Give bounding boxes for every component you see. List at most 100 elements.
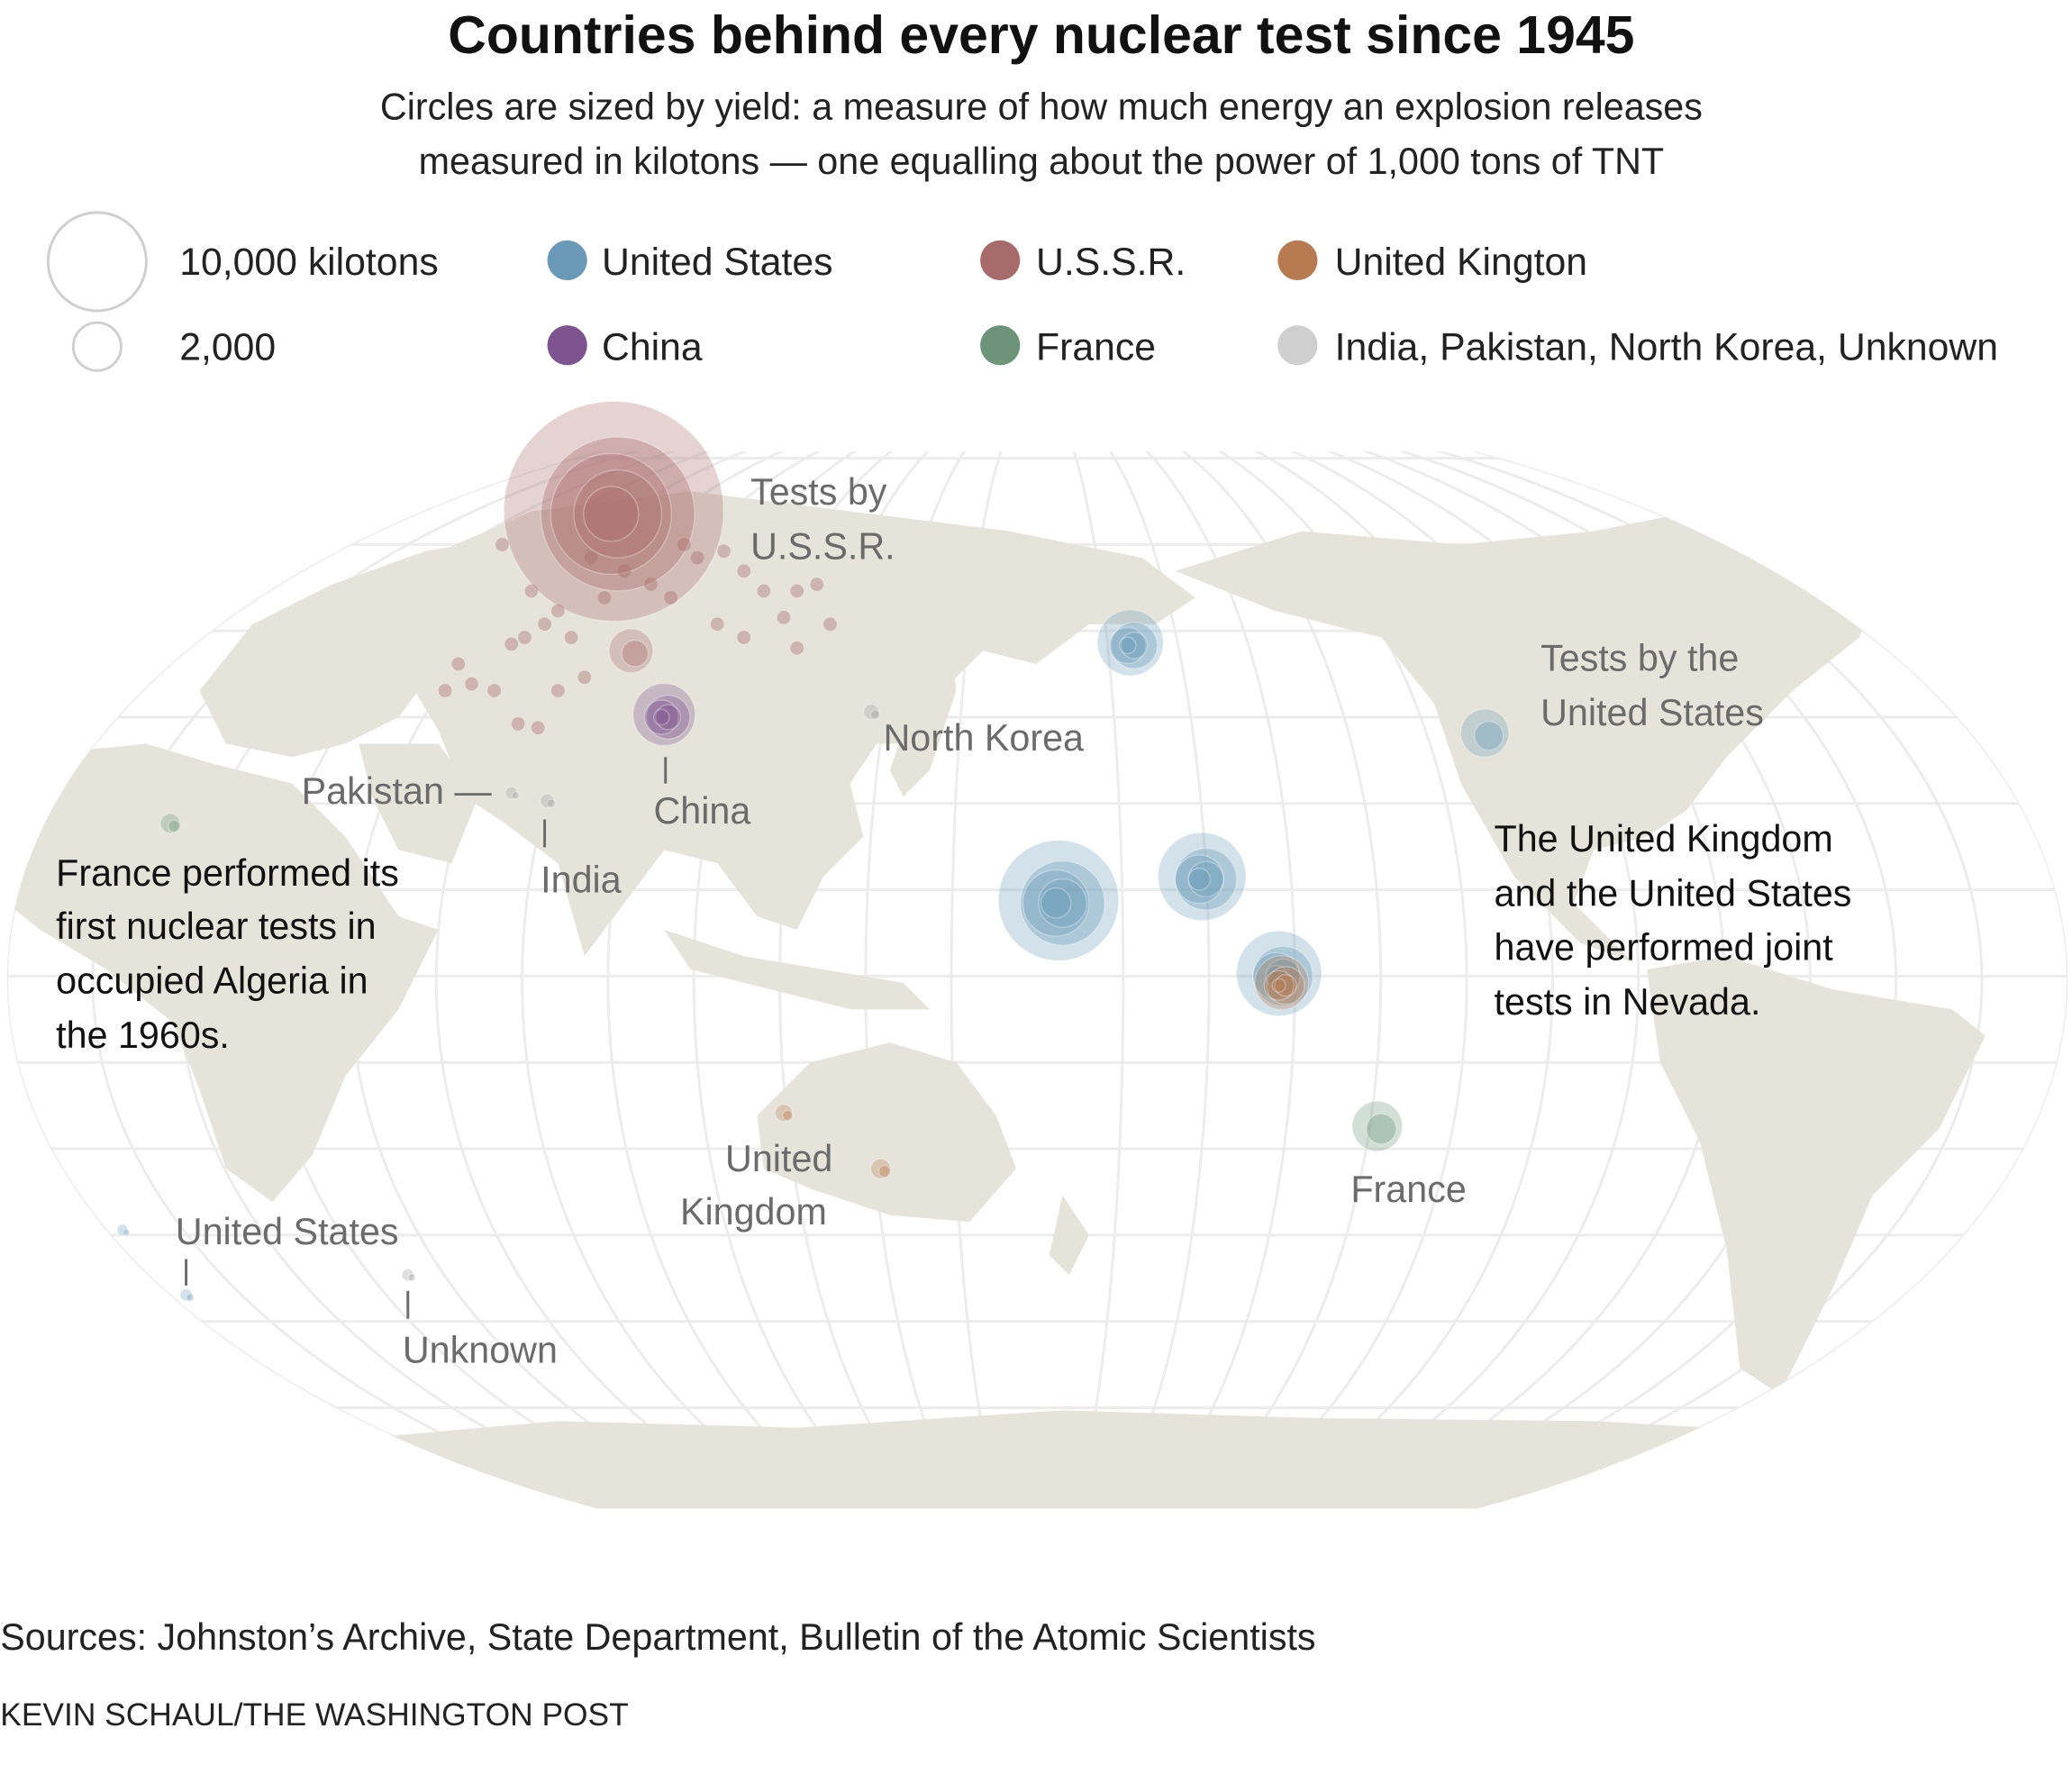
annotation-uk-us-line-1: The United Kingdom: [1495, 818, 1833, 860]
test-circle-ussr: [737, 631, 751, 644]
test-circle: [1266, 966, 1305, 1005]
test-circle-ussr: [664, 590, 678, 605]
annotation-france-line-4: the 1960s.: [56, 1014, 230, 1056]
world-map: [6, 451, 2068, 1509]
page-title: Countries behind every nuclear test sinc…: [448, 6, 1634, 65]
test-circle: [168, 819, 181, 833]
test-circle: [116, 1224, 129, 1236]
test-circle-ussr: [737, 564, 751, 578]
annotation-uk-us-line-4: tests in Nevada.: [1495, 981, 1761, 1023]
test-circle-ussr: [550, 604, 565, 618]
legend-swatch-ussr: [980, 240, 1021, 281]
legend-label-ussr: U.S.S.R.: [1036, 241, 1186, 284]
legend-label-others: India, Pakistan, North Korea, Unknown: [1335, 325, 1998, 368]
graticule-meridian: [606, 451, 1468, 1509]
test-circle-ussr: [438, 684, 452, 697]
annotation-france-line-2: first nuclear tests in: [56, 905, 376, 947]
land-indonesia: [664, 929, 931, 1010]
test-circle-ussr: [465, 677, 478, 691]
label-pakistan: Pakistan —: [302, 770, 493, 812]
test-circle: [179, 1287, 194, 1302]
graticule-meridian: [950, 451, 1125, 1509]
test-circle: [159, 813, 181, 834]
land-greenland: [1766, 458, 1940, 559]
test-circle-ussr: [617, 564, 632, 578]
test-circle: [1252, 951, 1301, 1001]
land-north-america: [1175, 505, 1886, 963]
graticule-meridian: [692, 451, 1383, 1509]
test-circle-ussr: [524, 584, 539, 598]
cluster-united-states: [179, 1287, 195, 1302]
test-circle: [1174, 854, 1224, 905]
test-circle: [573, 469, 663, 559]
test-circle: [503, 400, 724, 623]
test-circle: [643, 699, 680, 735]
land-south-america: [1647, 956, 1986, 1395]
label-unknown: Unknown: [403, 1329, 558, 1370]
test-circle: [186, 1293, 195, 1302]
test-circle-ussr: [531, 721, 545, 735]
label-uk-line-1: United: [725, 1138, 832, 1179]
test-circle: [1187, 867, 1212, 891]
legend-swatch-united-kingdom: [1277, 240, 1318, 281]
legend-label-10000: 10,000 kilotons: [179, 241, 438, 284]
land-arabia: [359, 743, 478, 864]
cluster-united-states: [997, 839, 1120, 961]
test-circle: [869, 1158, 892, 1179]
test-circle-ussr: [790, 584, 804, 598]
color-legend: United States U.S.S.R. United Kington Ch…: [547, 240, 1998, 368]
cluster-india: [540, 793, 557, 809]
test-circle: [1110, 622, 1159, 669]
test-circle-ussr: [518, 631, 532, 644]
test-circle: [1235, 930, 1322, 1017]
label-north-korea: North Korea: [883, 717, 1084, 759]
test-circle: [1254, 955, 1310, 1011]
test-circle: [652, 708, 670, 726]
cluster-united-kingdom: [774, 1104, 794, 1123]
annotation-france-line-1: France performed its: [56, 852, 399, 894]
annotation-france-line-3: occupied Algeria in: [56, 960, 368, 1002]
test-circle: [1038, 878, 1087, 928]
test-circle-ussr: [487, 684, 501, 697]
label-france: France: [1350, 1169, 1466, 1210]
subtitle-line-1: Circles are sized by yield: a measure of…: [380, 86, 1703, 128]
test-circle: [511, 791, 520, 800]
cluster-united-states: [116, 1224, 131, 1237]
label-india: India: [541, 860, 622, 901]
cluster-united-states: [1459, 708, 1510, 759]
graticule-meridian: [521, 451, 1554, 1509]
cluster-u-s-s-r-: [503, 400, 724, 623]
test-circle: [1459, 708, 1510, 759]
map-labels: Tests by U.S.S.R. North Korea Pakistan —…: [176, 471, 1764, 1370]
test-circle-ussr: [451, 657, 466, 671]
test-circle: [401, 1268, 415, 1282]
test-circle: [877, 1164, 892, 1178]
legend-label-china: China: [602, 325, 703, 368]
landmasses: [6, 458, 1986, 1509]
label-us-line-1: Tests by the: [1540, 637, 1739, 678]
test-circle: [869, 709, 881, 720]
land-asia: [398, 491, 1195, 957]
land-japan: [889, 637, 957, 797]
test-circle: [632, 682, 696, 747]
test-circle: [1271, 978, 1286, 993]
test-circle: [1265, 958, 1301, 995]
cluster-united-states: [1096, 609, 1164, 677]
test-circle-ussr: [710, 617, 724, 632]
test-circle: [1265, 964, 1288, 987]
legend-label-united-states: United States: [602, 241, 833, 284]
annotation-uk-us-line-3: have performed joint: [1495, 927, 1834, 969]
test-circle-ussr: [504, 637, 519, 651]
annotation-france: France performed its first nuclear tests…: [56, 852, 399, 1056]
test-circle: [774, 1104, 794, 1123]
cluster-united-kingdom: [869, 1158, 892, 1179]
test-circle: [645, 695, 691, 740]
test-circle: [1351, 1100, 1404, 1152]
sources: Sources: Johnston’s Archive, State Depar…: [0, 1616, 1315, 1658]
subtitle-line-2: measured in kilotons — one equalling abo…: [419, 141, 1664, 182]
test-circle-ussr: [597, 590, 612, 605]
test-circle: [1473, 720, 1504, 751]
test-circle: [1274, 974, 1297, 997]
test-circle-ussr: [777, 611, 791, 624]
